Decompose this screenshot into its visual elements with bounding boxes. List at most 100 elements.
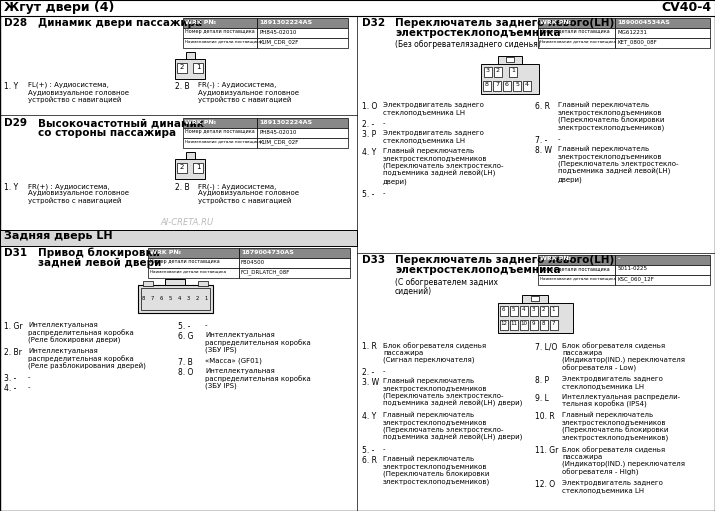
Circle shape: [157, 294, 166, 304]
Text: 4: 4: [525, 82, 529, 87]
Text: Номер детали поставщика: Номер детали поставщика: [185, 30, 255, 35]
Text: 6: 6: [502, 307, 506, 312]
Text: 2. B: 2. B: [175, 82, 189, 91]
Bar: [183, 118, 257, 128]
Text: 2: 2: [496, 68, 500, 73]
Bar: [175, 59, 205, 79]
Bar: [141, 288, 209, 310]
Text: 8. O: 8. O: [178, 368, 193, 377]
Text: 4. Y: 4. Y: [362, 148, 376, 157]
Text: Интеллектуальная
распределительная коробка
(Реле блокировки двери): Интеллектуальная распределительная короб…: [28, 322, 134, 344]
Text: Блок обогревателя сиденья
пассажира
(Индикатор(IND.) переключателя
обогревателя : Блок обогревателя сиденья пассажира (Инд…: [562, 342, 685, 372]
Text: D29: D29: [4, 118, 27, 128]
Bar: [538, 38, 616, 48]
Bar: [183, 18, 257, 28]
Text: 5011-0225: 5011-0225: [617, 267, 647, 271]
Text: электростеклоподъемника: электростеклоподъемника: [395, 28, 561, 38]
Text: 1. R: 1. R: [362, 342, 377, 351]
Bar: [616, 38, 710, 48]
Text: 8: 8: [542, 321, 546, 326]
Text: 6. G: 6. G: [178, 332, 194, 341]
Text: -: -: [383, 368, 385, 374]
Bar: [513, 81, 521, 91]
Bar: [498, 56, 522, 64]
Bar: [522, 295, 548, 303]
Text: 2. -: 2. -: [362, 368, 374, 377]
Text: Интеллектуальная
распределительная коробка
(ЗБУ IPS): Интеллектуальная распределительная короб…: [205, 332, 311, 354]
Text: KSC_060_12F: KSC_060_12F: [617, 276, 654, 282]
Text: 9. L: 9. L: [535, 394, 549, 403]
Bar: [148, 248, 239, 258]
Bar: [530, 306, 538, 316]
Bar: [257, 138, 348, 148]
Text: 6. R: 6. R: [362, 456, 377, 465]
Text: 1: 1: [204, 296, 208, 301]
Text: Номер детали поставщика: Номер детали поставщика: [185, 129, 255, 134]
Text: D31: D31: [4, 248, 27, 258]
Bar: [616, 28, 710, 38]
Bar: [550, 320, 558, 330]
Bar: [538, 275, 616, 285]
Text: 3. W: 3. W: [362, 378, 379, 387]
Text: сидений): сидений): [395, 287, 432, 296]
Text: WRK P№: WRK P№: [185, 19, 216, 25]
Text: 4. Y: 4. Y: [362, 412, 376, 421]
Text: Высокочастотный динамик: Высокочастотный динамик: [38, 118, 204, 128]
Text: 2. -: 2. -: [362, 120, 374, 129]
Text: 5. -: 5. -: [362, 190, 375, 199]
Text: 1: 1: [511, 68, 515, 73]
Text: задней левой двери: задней левой двери: [38, 258, 162, 268]
Text: Переключатель заднего левого(LH): Переключатель заднего левого(LH): [395, 255, 614, 265]
Bar: [481, 64, 539, 94]
Text: 1. Y: 1. Y: [4, 183, 18, 192]
Bar: [538, 28, 616, 38]
Text: -: -: [383, 120, 385, 126]
Text: 2: 2: [179, 164, 184, 170]
Text: 1. O: 1. O: [362, 102, 378, 111]
Text: -: -: [617, 257, 620, 262]
Text: Интеллектуальная
распределительная коробка
(ЗБУ IPS): Интеллектуальная распределительная короб…: [205, 368, 311, 389]
Text: 7. L/O: 7. L/O: [535, 342, 558, 351]
Text: Номер детали поставщика: Номер детали поставщика: [150, 260, 220, 265]
Text: 1879004730AS: 1879004730AS: [241, 249, 294, 254]
Bar: [183, 128, 257, 138]
Bar: [494, 67, 502, 77]
Bar: [500, 320, 508, 330]
Bar: [239, 248, 350, 258]
Text: 2. B: 2. B: [175, 183, 189, 192]
Bar: [239, 258, 350, 268]
Text: 8. W: 8. W: [535, 146, 552, 155]
Bar: [142, 281, 152, 286]
Text: 7: 7: [552, 321, 556, 326]
Circle shape: [175, 294, 184, 304]
Text: WRK P№: WRK P№: [150, 249, 181, 254]
Text: 4. -: 4. -: [4, 384, 16, 393]
Text: Интеллектуальная распредели-
тельная коробка (IPS4): Интеллектуальная распредели- тельная кор…: [562, 394, 680, 408]
Text: 5: 5: [169, 296, 172, 301]
Text: Переключатель заднего левого(LH): Переключатель заднего левого(LH): [395, 18, 614, 28]
Text: 11: 11: [510, 321, 517, 326]
Bar: [148, 258, 239, 268]
Text: Блок обогревателя сиденья
пассажира
(Сигнал переключателя): Блок обогревателя сиденья пассажира (Сиг…: [383, 342, 486, 363]
Text: KET_0800_08F: KET_0800_08F: [617, 39, 657, 45]
Text: -: -: [28, 374, 31, 380]
Bar: [0, 16, 357, 17]
Bar: [177, 63, 187, 73]
Bar: [193, 163, 203, 173]
Text: 8: 8: [485, 82, 489, 87]
Bar: [616, 265, 710, 275]
Bar: [177, 163, 187, 173]
Bar: [510, 306, 518, 316]
Bar: [137, 285, 212, 313]
Text: -: -: [28, 384, 31, 390]
Text: 1: 1: [196, 64, 200, 70]
Text: 4: 4: [522, 307, 526, 312]
Bar: [185, 152, 194, 159]
Bar: [257, 28, 348, 38]
Text: 1890004534AS: 1890004534AS: [617, 19, 670, 25]
Text: 5: 5: [512, 307, 516, 312]
Bar: [257, 38, 348, 48]
Circle shape: [202, 294, 211, 304]
Text: KUM_CDR_02F: KUM_CDR_02F: [260, 39, 299, 45]
Circle shape: [184, 294, 193, 304]
